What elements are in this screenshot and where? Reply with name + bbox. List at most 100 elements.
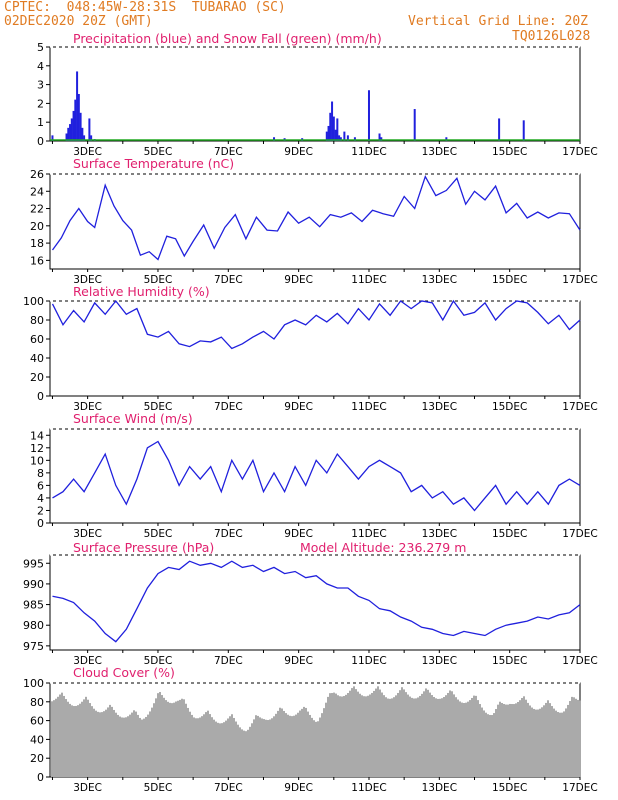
cloud-bar bbox=[559, 712, 561, 777]
cloud-bar bbox=[525, 699, 527, 777]
plot-frame bbox=[49, 173, 581, 270]
cloud-bar bbox=[115, 712, 117, 777]
plot-frame bbox=[49, 554, 581, 651]
y-tick-label: 12 bbox=[30, 442, 44, 455]
cloud-bar bbox=[319, 717, 321, 777]
cloud-bar bbox=[231, 714, 233, 777]
x-tick-label: 9DEC bbox=[284, 146, 313, 158]
cloud-bar bbox=[51, 701, 53, 777]
y-tick-label: 20 bbox=[30, 220, 44, 233]
x-tick-label: 11DEC bbox=[351, 146, 386, 158]
cloud-bar bbox=[205, 712, 207, 777]
cloud-bar bbox=[125, 717, 127, 777]
cloud-bar bbox=[355, 689, 357, 777]
y-tick-label: 16 bbox=[30, 254, 44, 267]
cloud-bar bbox=[97, 711, 99, 777]
cloud-bar bbox=[269, 719, 271, 777]
cloud-bar bbox=[305, 707, 307, 777]
precip-bar bbox=[67, 127, 70, 141]
cloud-cover-panel: Cloud Cover (%) 0 20 40 60 80 100 3DEC 5DEC 7DEC 9… bbox=[23, 665, 598, 794]
cloud-bar bbox=[403, 689, 405, 777]
precip-bar bbox=[346, 135, 349, 141]
y-tick-label: 24 bbox=[30, 185, 44, 198]
cloud-bar bbox=[155, 698, 157, 777]
cloud-bar bbox=[453, 694, 455, 777]
cloud-bar bbox=[315, 721, 317, 777]
cloud-bar bbox=[153, 703, 155, 777]
panel-title: Surface Pressure (hPa) bbox=[73, 540, 214, 555]
cloud-bar bbox=[87, 699, 89, 777]
x-tick-label: 17DEC bbox=[562, 528, 597, 540]
cloud-bar bbox=[435, 698, 437, 777]
cloud-bar bbox=[67, 701, 69, 777]
cloud-bar bbox=[195, 718, 197, 777]
cloud-bar bbox=[407, 694, 409, 777]
cloud-bar bbox=[133, 710, 135, 777]
y-tick-label: 3 bbox=[37, 79, 44, 92]
cloud-bar bbox=[449, 690, 451, 777]
y-tick-label: 980 bbox=[23, 619, 44, 632]
x-tick-label: 3DEC bbox=[73, 528, 102, 540]
x-tick-label: 7DEC bbox=[214, 274, 243, 286]
cloud-bar bbox=[499, 701, 501, 777]
y-tick-label: 5 bbox=[37, 41, 44, 54]
cloud-bar bbox=[203, 714, 205, 777]
cloud-bar bbox=[349, 690, 351, 777]
precip-bar bbox=[338, 135, 341, 141]
cloud-bar bbox=[127, 716, 129, 777]
cloud-bar bbox=[119, 716, 121, 777]
cloud-bar bbox=[451, 691, 453, 777]
precip-bar bbox=[367, 90, 370, 141]
series-line bbox=[51, 299, 581, 350]
cloud-bar bbox=[381, 692, 383, 777]
header-location: CPTEC: 048:45W-28:31S TUBARAO (SC) bbox=[4, 0, 286, 15]
cloud-bar bbox=[501, 702, 503, 777]
cloud-bar bbox=[489, 714, 491, 777]
x-tick-label: 3DEC bbox=[73, 146, 102, 158]
cloud-bar bbox=[267, 720, 269, 777]
cloud-bar bbox=[157, 693, 159, 777]
cloud-bar bbox=[331, 693, 333, 777]
cloud-bar bbox=[95, 710, 97, 777]
cloud-bar bbox=[301, 708, 303, 777]
cloud-bar bbox=[541, 707, 543, 777]
x-tick-label: 11DEC bbox=[351, 528, 386, 540]
x-tick-label: 13DEC bbox=[422, 655, 457, 667]
x-tick-label: 5DEC bbox=[144, 274, 173, 286]
precip-bar bbox=[325, 131, 328, 141]
precip-bar bbox=[498, 118, 501, 141]
y-tick-label: 20 bbox=[30, 371, 44, 384]
cloud-bar bbox=[539, 708, 541, 777]
x-tick-label: 17DEC bbox=[562, 782, 597, 794]
cloud-bar bbox=[175, 701, 177, 777]
cloud-bar bbox=[265, 719, 267, 777]
x-tick-label: 5DEC bbox=[144, 401, 173, 413]
precip-bar bbox=[331, 101, 334, 141]
cloud-bar bbox=[479, 704, 481, 777]
cloud-bar bbox=[321, 713, 323, 777]
y-tick-label: 40 bbox=[30, 352, 44, 365]
cloud-bar bbox=[111, 706, 113, 777]
precip-bar bbox=[77, 94, 80, 141]
cloud-bar bbox=[233, 717, 235, 777]
cloud-bar bbox=[337, 695, 339, 777]
precip-bar bbox=[327, 125, 330, 141]
cloud-bar bbox=[293, 715, 295, 777]
cloud-bar bbox=[547, 700, 549, 777]
y-tick-label: 60 bbox=[30, 333, 44, 346]
cloud-bar bbox=[343, 696, 345, 777]
x-tick-label: 13DEC bbox=[422, 146, 457, 158]
cloud-bar bbox=[189, 711, 191, 777]
cloud-bar bbox=[517, 702, 519, 777]
y-tick-label: 100 bbox=[23, 295, 44, 308]
x-tick-label: 9DEC bbox=[284, 401, 313, 413]
cloud-bar bbox=[459, 701, 461, 777]
cloud-bar bbox=[165, 700, 167, 777]
cloud-bar bbox=[101, 712, 103, 777]
x-tick-label: 15DEC bbox=[492, 528, 527, 540]
x-tick-label: 7DEC bbox=[214, 528, 243, 540]
cloud-bar bbox=[149, 711, 151, 777]
precip-bar bbox=[65, 133, 68, 141]
precip-bar bbox=[79, 112, 82, 141]
cloud-bar bbox=[433, 696, 435, 777]
